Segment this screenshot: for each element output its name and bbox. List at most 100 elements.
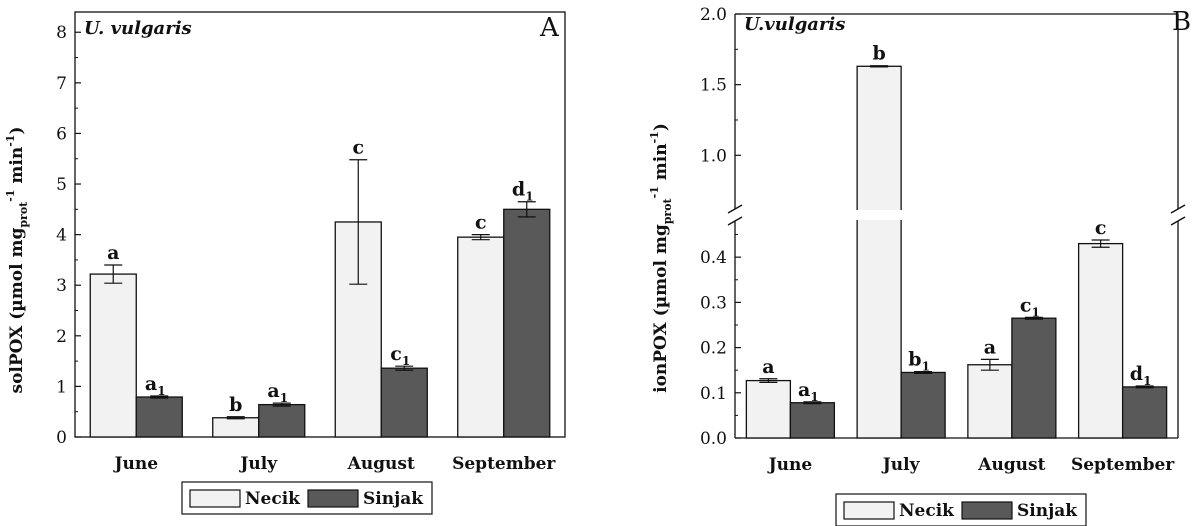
x-tick-label: September (1071, 455, 1175, 475)
significance-letter: b (872, 43, 885, 65)
significance-letter: a (267, 380, 279, 402)
significance-label: b1 (908, 349, 930, 374)
y-tick-label: 4 (56, 226, 67, 246)
significance-label: a1 (145, 373, 166, 398)
significance-subscript: 1 (157, 384, 165, 398)
bar-necik-august (967, 364, 1013, 439)
legend-swatch-necik (189, 489, 241, 508)
bar-broken (856, 65, 902, 439)
significance-label: b (229, 394, 242, 416)
bar-necik-september (1077, 242, 1124, 439)
x-tick-label: September (452, 454, 556, 474)
significance-letter: c (390, 343, 402, 365)
y-tick-label: 0 (56, 428, 67, 448)
significance-label: c1 (390, 343, 410, 368)
y-tick-label: 0.4 (700, 248, 727, 268)
y-tick-label: 3 (56, 276, 67, 296)
bar-necik-september (457, 236, 505, 438)
significance-letter: c (352, 137, 364, 159)
legend-swatch-sinjak (307, 489, 359, 508)
significance-subscript: 1 (1031, 305, 1039, 319)
significance-letter: d (512, 179, 525, 201)
bar-necik-june (89, 273, 137, 438)
bar-sinjak-june (789, 402, 836, 439)
significance-label: c1 (1020, 294, 1040, 319)
y-tick-label: 7 (56, 74, 67, 94)
significance-subscript: 1 (402, 354, 410, 368)
y-tick-label: 6 (56, 124, 67, 144)
y-tick-label: 0.3 (700, 293, 727, 313)
significance-label: c (475, 212, 487, 234)
y-tick-label: 0.1 (700, 384, 727, 404)
y-tick-label: 0.2 (700, 339, 727, 359)
legend-label-sinjak: Sinjak (1017, 501, 1078, 521)
y-axis-label-close: ) (651, 123, 671, 131)
bar-sinjak-june (135, 396, 183, 438)
y-axis-label: solPOX (µmol mgprot-1 min-1) (4, 127, 30, 394)
y-tick-label: 1.0 (700, 146, 727, 166)
y-axis-label: ionPOX (µmol mgprot-1 min-1) (648, 123, 674, 393)
panel-a: 012345678aa1Juneba1Julycc1Augustcd1Septe… (4, 11, 566, 515)
axis-break-mark (1170, 204, 1186, 214)
y-tick-label: 0.0 (700, 429, 727, 449)
bar-sinjak-september (1121, 386, 1168, 439)
y-axis-label-exponent: -1 (648, 131, 661, 143)
y-axis-label-min: min (651, 143, 671, 186)
significance-letter: b (229, 394, 242, 416)
x-tick-label: June (112, 454, 158, 474)
x-tick-label: June (767, 455, 813, 475)
significance-label: d1 (1130, 363, 1152, 388)
x-tick-label: August (977, 455, 1045, 475)
axis-break-mark (727, 204, 743, 214)
x-tick-label: July (238, 454, 278, 474)
plot-frame (74, 11, 566, 438)
legend-label-necik: Necik (899, 501, 955, 521)
x-tick-label: August (347, 454, 415, 474)
bar-sinjak-july (258, 403, 306, 438)
bar-necik-june (745, 379, 792, 439)
significance-label: d1 (512, 179, 534, 204)
significance-label: a (762, 356, 774, 378)
significance-label: b (872, 43, 885, 65)
significance-subscript: 1 (922, 360, 930, 374)
significance-label: a (984, 336, 996, 358)
bar-sinjak-august (380, 367, 428, 438)
bar-necik-july (212, 417, 260, 438)
bar-sinjak-september (503, 208, 551, 438)
y-tick-label: 1.5 (700, 76, 727, 96)
y-axis-label-exponent: -1 (4, 135, 17, 147)
significance-label: c (352, 137, 364, 159)
axis-break-mark (727, 216, 743, 226)
y-tick-label: 1 (56, 377, 67, 397)
significance-label: a (107, 242, 119, 264)
y-tick-label: 2 (56, 327, 67, 347)
y-tick-label: 2.0 (700, 5, 727, 25)
panel-letter: B (1172, 7, 1191, 37)
significance-subscript: 1 (810, 390, 818, 404)
significance-letter: a (145, 373, 157, 395)
significance-letter: c (1020, 294, 1032, 316)
legend-label-sinjak: Sinjak (363, 489, 424, 509)
significance-label: a1 (798, 379, 819, 404)
y-tick-label: 5 (56, 175, 67, 195)
y-axis-label-close: ) (7, 127, 27, 135)
y-axis-label-main: solPOX (µmol mg (7, 228, 27, 394)
axis-break-mark (1170, 216, 1186, 226)
y-tick-label: 8 (56, 23, 67, 43)
significance-letter: c (475, 212, 487, 234)
significance-letter: a (798, 379, 810, 401)
significance-subscript: 1 (525, 190, 533, 204)
legend-box (835, 493, 1087, 526)
y-axis-label-exponent: -1 (4, 190, 17, 202)
y-axis-label-exponent: -1 (648, 186, 661, 198)
y-axis-label-subscript: prot (17, 201, 30, 228)
significance-label: a1 (267, 380, 288, 405)
significance-subscript: 1 (280, 391, 288, 405)
y-axis-label-subscript: prot (661, 197, 674, 224)
legend-swatch-necik (843, 501, 895, 520)
significance-letter: d (1130, 363, 1143, 385)
significance-letter: b (908, 349, 921, 371)
species-label: U. vulgaris (84, 18, 192, 39)
species-label: U.vulgaris (744, 14, 845, 35)
